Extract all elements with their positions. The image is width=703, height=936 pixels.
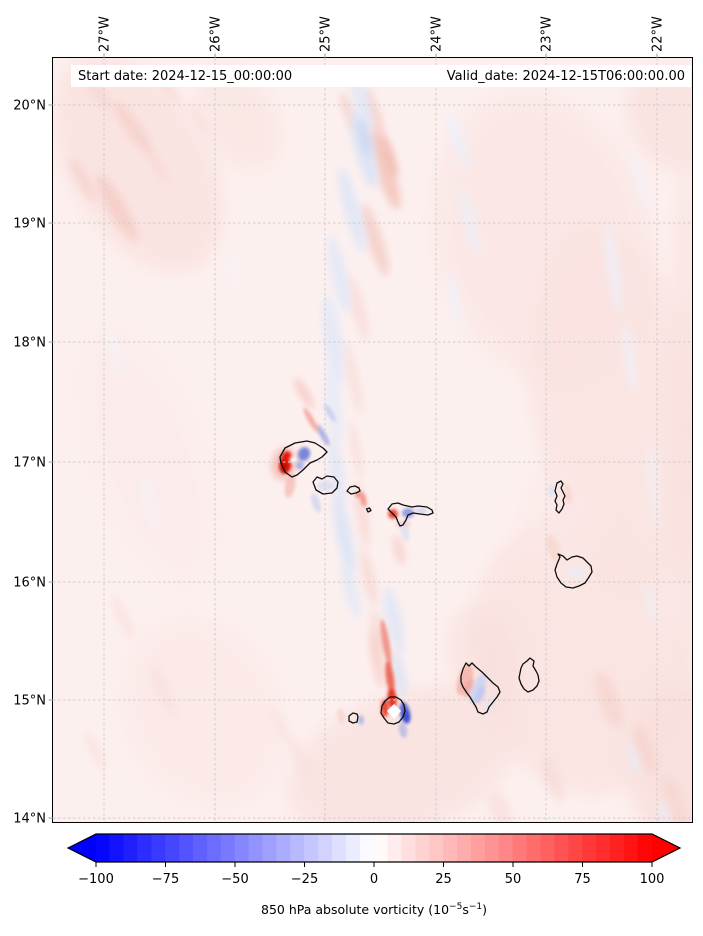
y-tick-label: 20°N: [13, 99, 46, 114]
island-coastlines: [279, 440, 593, 725]
x-tick-label: 27°W: [98, 16, 113, 52]
valid-date-text: Valid_date: 2024-12-15T06:00:00.00: [446, 68, 685, 84]
vorticity-heatmap: [53, 58, 692, 822]
coastline-sao-nicolau: [387, 502, 434, 527]
x-tick-label: 22°W: [651, 16, 666, 52]
colorbar-tick-label: 0: [370, 872, 378, 887]
colorbar-tick-label: 25: [435, 872, 452, 887]
x-axis-ticks: 27°W 26°W 25°W 24°W 23°W 22°W: [98, 16, 666, 58]
y-tick-label: 16°N: [13, 576, 46, 591]
x-tick-label: 26°W: [209, 16, 224, 52]
y-tick-label: 14°N: [13, 812, 46, 827]
coastline-branco-raso-islet: [365, 507, 372, 513]
coastline-fogo: [380, 696, 406, 725]
colorbar-tick-label: 75: [574, 872, 591, 887]
gridlines: [53, 58, 692, 822]
coastline-maio: [518, 657, 540, 693]
coastline-brava: [348, 712, 359, 724]
colorbar-tick-label: 50: [505, 872, 522, 887]
y-tick-label: 18°N: [13, 336, 46, 351]
colorbar-tick-label: −75: [152, 872, 179, 887]
coastline-sao-vicente: [312, 475, 339, 495]
y-axis-ticks: 20°N 19°N 18°N 17°N 16°N 15°N 14°N: [13, 99, 53, 827]
title-strip: Start date: 2024-12-15_00:00:00 Valid_da…: [71, 65, 691, 87]
colorbar-label-close: ): [482, 902, 488, 917]
coastline-sal: [554, 480, 566, 514]
colorbar: −100 −75 −50 −25 0 25 50 75 100: [66, 833, 682, 887]
colorbar-tick-label: 100: [640, 872, 665, 887]
colorbar-label-exp1: −5: [449, 902, 463, 912]
vorticity-field: [53, 58, 692, 822]
coastline-santo-antao: [279, 440, 328, 478]
colorbar-label: 850 hPa absolute vorticity (10−5s−1): [261, 902, 487, 917]
colorbar-tick-label: −25: [291, 872, 318, 887]
y-tick-label: 19°N: [13, 217, 46, 232]
y-tick-label: 17°N: [13, 456, 46, 471]
y-tick-label: 15°N: [13, 694, 46, 709]
fogo-summit-mask: [387, 704, 401, 719]
x-tick-label: 24°W: [430, 16, 445, 52]
x-tick-label: 23°W: [540, 16, 555, 52]
colorbar-label-exp2: −1: [468, 902, 483, 912]
x-tick-label: 25°W: [319, 16, 334, 52]
colorbar-tick-label: −50: [221, 872, 248, 887]
coastline-santa-luzia: [346, 485, 361, 495]
colorbar-ticks: −100 −75 −50 −25 0 25 50 75 100: [78, 862, 664, 887]
start-date-text: Start date: 2024-12-15_00:00:00: [78, 68, 293, 84]
colorbar-label-mid: s: [462, 902, 469, 917]
colorbar-tick-label: −100: [78, 872, 114, 887]
coastline-santiago: [460, 662, 501, 715]
colorbar-label-prefix: 850 hPa absolute vorticity (10: [260, 902, 450, 917]
map-plot-area: [52, 57, 693, 823]
coastline-boa-vista: [554, 553, 593, 589]
colorbar-bar: [66, 833, 682, 863]
